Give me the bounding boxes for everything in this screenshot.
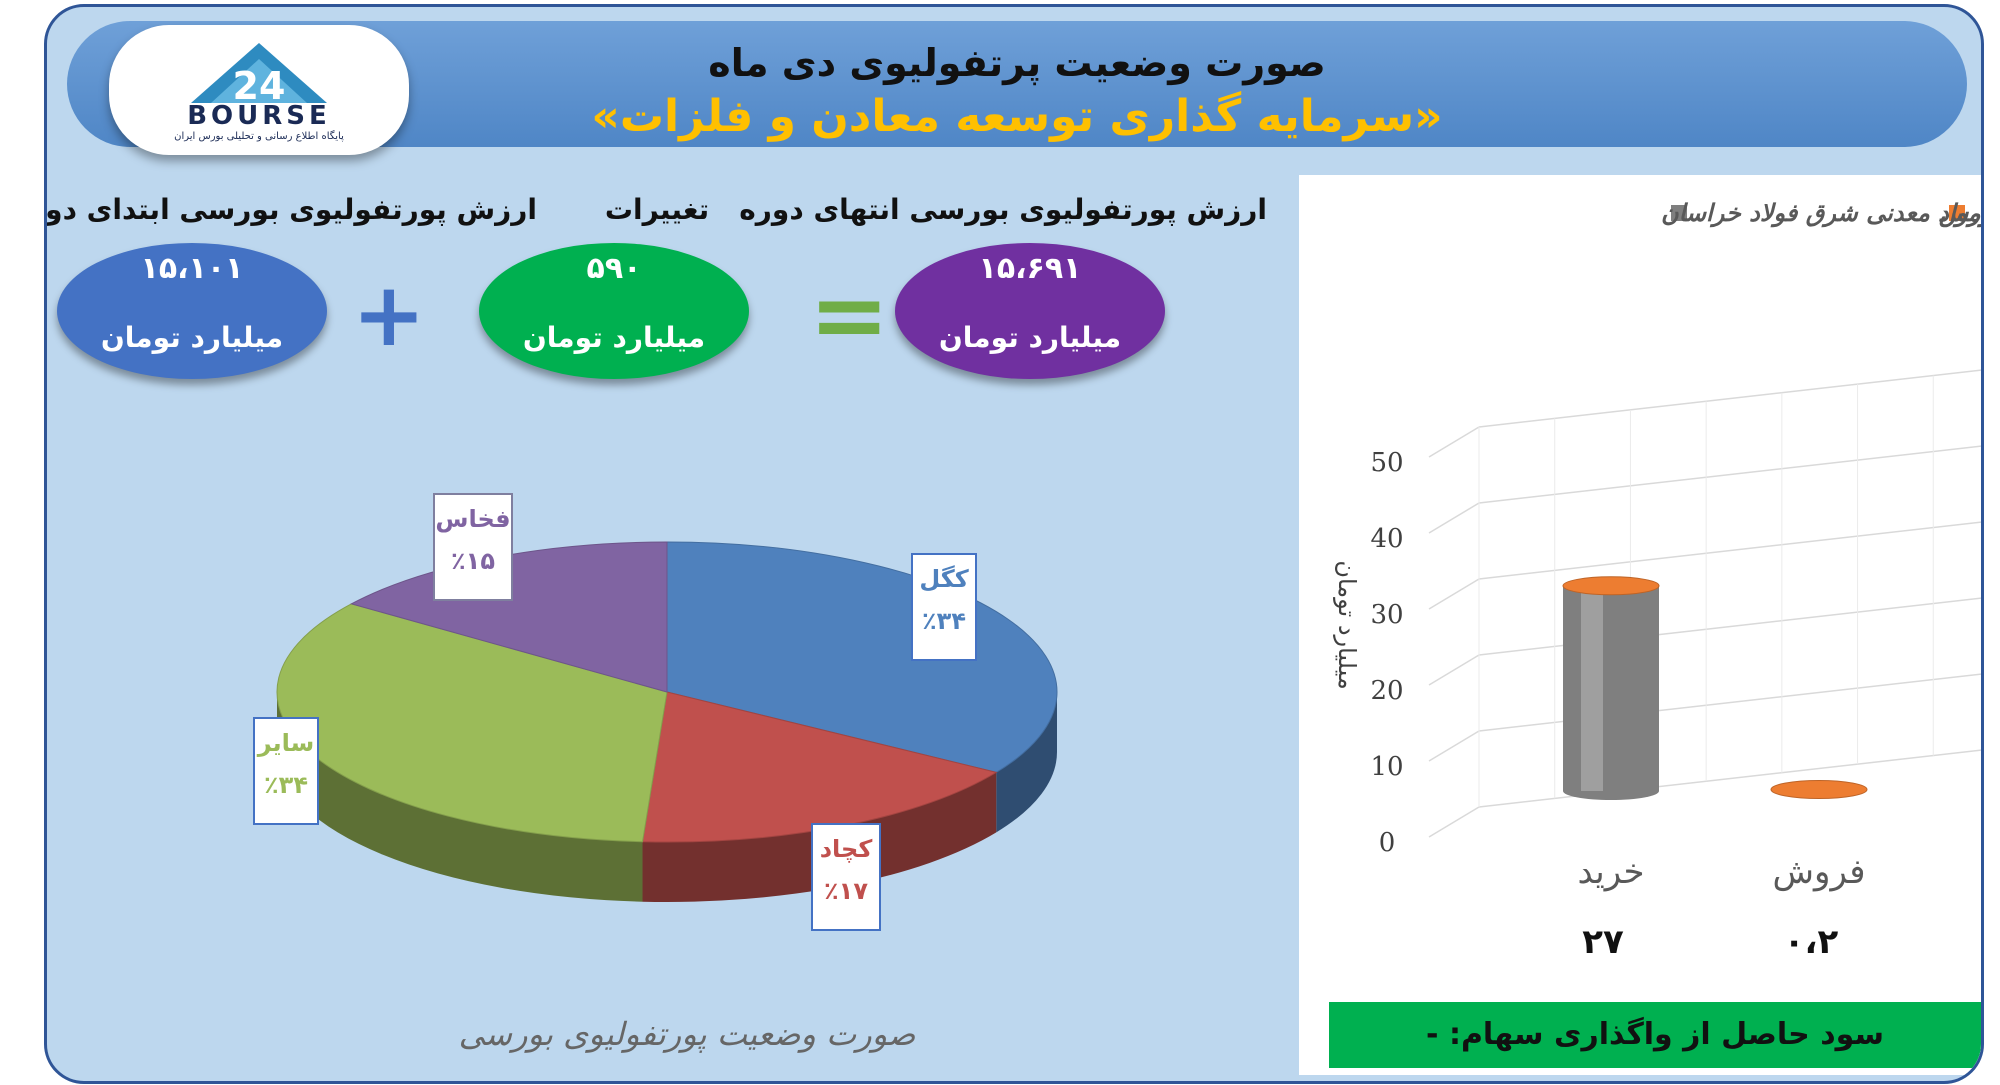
logo-mark: 24 xyxy=(191,43,327,105)
change-label: تغییرات xyxy=(604,193,710,226)
change-value: ۵۹۰ xyxy=(586,251,642,286)
grid-side-5 xyxy=(1428,426,1480,458)
logo-brand: BOURSE xyxy=(187,101,331,131)
grid-back-5 xyxy=(1478,369,1981,428)
pie-chart-title: صورت وضعیت پورتفولیوی بورسی xyxy=(458,1015,916,1053)
profit-from-sale: سود حاصل از واگذاری سهام: - xyxy=(1329,1002,1981,1068)
end-value-unit: میلیارد تومان xyxy=(938,321,1122,354)
change-value-unit: میلیارد تومان xyxy=(522,321,706,354)
bar-highlight-0 xyxy=(1581,585,1603,791)
x-category-value-0: ۲۷ xyxy=(1582,922,1624,962)
end-value: ۱۵،۶۹۱ xyxy=(978,251,1082,286)
x-category-1: فروش xyxy=(1773,852,1866,892)
pie-label-fkhas-percent: ٪۱۵ xyxy=(451,547,495,575)
x-category-0: خرید xyxy=(1577,852,1644,892)
legend-swatch-0 xyxy=(1949,205,1965,221)
pie-side-0 xyxy=(996,692,1057,833)
grid-side-4 xyxy=(1428,502,1480,534)
start-value-label: ارزش پورتفولیوی بورسی ابتدای دوره xyxy=(44,193,537,226)
grid-back-3 xyxy=(1478,521,1981,580)
grid-back-0 xyxy=(1478,749,1981,808)
pie-label-other: سایر ٪۳۴ xyxy=(253,717,319,825)
plus-sign: + xyxy=(352,263,426,366)
logo-number: 24 xyxy=(233,64,286,105)
bar-1-1 xyxy=(1770,779,1868,799)
pie-side-2 xyxy=(277,692,643,902)
y-tick-0: 0 xyxy=(1379,828,1396,858)
change-value-oval: ۵۹۰ میلیارد تومان xyxy=(479,243,749,379)
y-tick-5: 50 xyxy=(1370,448,1403,478)
legend-swatch-1 xyxy=(1671,205,1687,221)
start-value-unit: میلیارد تومان xyxy=(100,321,284,354)
pie-label-other-percent: ٪۳۴ xyxy=(264,771,308,799)
grid-side-0 xyxy=(1428,806,1480,838)
y-axis-label: میلیارد تومان xyxy=(1333,560,1361,689)
bar-0-0 xyxy=(1562,576,1660,800)
logo-tagline: پایگاه اطلاع رسانی و تحلیلی بورس ایران xyxy=(174,131,344,142)
page-subtitle: «سرمایه گذاری توسعه معادن و فلزات» xyxy=(591,91,1443,142)
pie-label-kegol: کگل ٪۳۴ xyxy=(911,553,977,661)
bar-body-0 xyxy=(1563,585,1659,800)
pie-label-kechad-percent: ٪۱۷ xyxy=(824,877,868,905)
equals-sign: = xyxy=(809,259,890,371)
pie-label-kegol-name: کگل xyxy=(919,565,969,593)
pie-label-kegol-percent: ٪۳۴ xyxy=(922,607,966,635)
y-tick-3: 30 xyxy=(1370,600,1403,630)
end-value-oval: ۱۵،۶۹۱ میلیارد تومان xyxy=(895,243,1165,379)
start-value: ۱۵،۱۰۱ xyxy=(140,251,244,286)
start-value-oval: ۱۵،۱۰۱ میلیارد تومان xyxy=(57,243,327,379)
page-title: صورت وضعیت پرتفولیوی دی ماه xyxy=(708,41,1326,85)
y-tick-2: 20 xyxy=(1370,676,1403,706)
grid-side-1 xyxy=(1428,730,1480,762)
logo: 24 BOURSE پایگاه اطلاع رسانی و تحلیلی بو… xyxy=(109,25,409,155)
bar-chart-panel: 0 10 20 30 40 50 میلیارد تومان بورس مواد معدنی ش… xyxy=(1299,175,1984,1075)
grid-back-4 xyxy=(1478,445,1981,504)
pie-label-fkhas-name: فخاس xyxy=(435,505,511,533)
bar-cap-1 xyxy=(1770,779,1868,799)
pie-label-kechad-name: کچاد xyxy=(819,835,873,863)
grid-side-2 xyxy=(1428,654,1480,686)
pie-label-fkhas: فخاس ٪۱۵ xyxy=(433,493,513,601)
y-tick-1: 10 xyxy=(1370,752,1403,782)
x-category-value-1: ۰،۲ xyxy=(1784,922,1839,962)
pie-label-kechad: کچاد ٪۱۷ xyxy=(811,823,881,931)
end-value-label: ارزش پورتفولیوی بورسی انتهای دوره xyxy=(739,193,1267,226)
grid-side-3 xyxy=(1428,578,1480,610)
pie-label-other-name: سایر xyxy=(257,729,315,757)
legend-label-0: بورس xyxy=(1938,199,1984,228)
bar-cap-0 xyxy=(1562,576,1660,596)
legend-label-1: مواد معدنی شرق فولاد خراسان xyxy=(1661,199,1981,228)
dashboard-frame: صورت وضعیت پرتفولیوی دی ماه «سرمایه گذار… xyxy=(44,4,1984,1084)
y-tick-4: 40 xyxy=(1370,524,1403,554)
